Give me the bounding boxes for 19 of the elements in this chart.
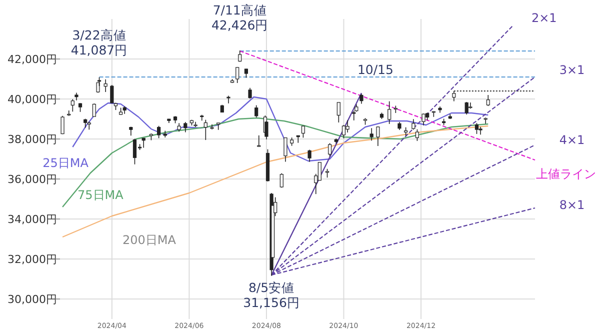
y-tick-label: 32,000円 — [8, 253, 57, 266]
series-label: 25日MA — [42, 156, 90, 170]
y-tick-label: 36,000円 — [8, 173, 57, 186]
annotation: 8/5安値 31,156円 — [243, 280, 300, 310]
y-tick-label: 30,000円 — [8, 293, 57, 306]
series-label: 75日MA — [78, 188, 124, 202]
y-tick-label: 38,000円 — [8, 133, 57, 146]
text: 8×1 — [559, 198, 585, 212]
text: 4×1 — [559, 133, 585, 147]
series-label: 2×1 — [531, 11, 557, 25]
y-tick-label: 34,000円 — [8, 213, 57, 226]
annotation: 7/11高値 42,426円 — [211, 2, 268, 32]
series-label: 上値ライン — [536, 167, 596, 181]
y-tick-label: 42,000円 — [8, 53, 57, 66]
annotation: 3/22高値 41,087円 — [70, 27, 128, 58]
annotation: 10/15 — [357, 62, 394, 77]
y-tick-label: 40,000円 — [8, 93, 57, 106]
text: 3×1 — [559, 63, 585, 77]
series-label: 200日MA — [122, 233, 177, 247]
